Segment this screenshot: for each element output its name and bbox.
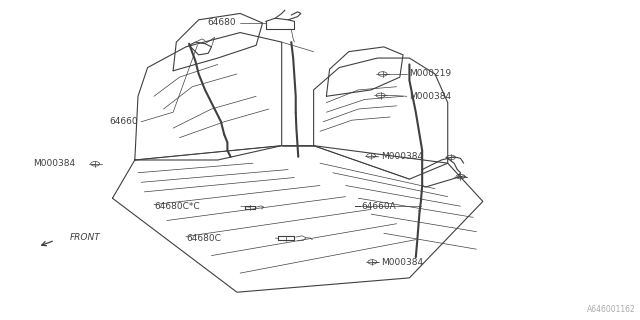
- Text: FRONT: FRONT: [70, 233, 100, 242]
- Text: M000219: M000219: [410, 69, 452, 78]
- Text: A646001162: A646001162: [588, 305, 636, 314]
- Text: M000384: M000384: [381, 152, 423, 161]
- Text: 64680C: 64680C: [186, 234, 221, 243]
- Text: M000384: M000384: [410, 92, 452, 101]
- Text: M000384: M000384: [381, 258, 423, 267]
- Text: 64680: 64680: [207, 19, 236, 28]
- Text: 64660A: 64660A: [362, 202, 396, 211]
- Text: M000384: M000384: [33, 159, 75, 168]
- Text: 64680C*C: 64680C*C: [154, 202, 200, 211]
- Text: 64660: 64660: [109, 117, 138, 126]
